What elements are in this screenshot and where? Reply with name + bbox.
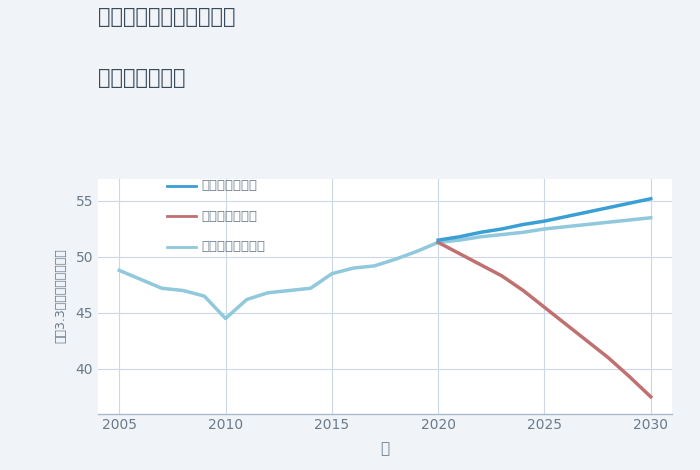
バッドシナリオ [477,262,485,267]
ノーマルシナリオ [647,215,655,220]
グッドシナリオ [455,234,463,240]
Text: グッドシナリオ: グッドシナリオ [202,179,258,192]
バッドシナリオ [519,288,527,293]
Text: 土地の価格推移: 土地の価格推移 [98,68,186,88]
グッドシナリオ [583,209,592,215]
ノーマルシナリオ [519,229,527,235]
ノーマルシナリオ [561,224,570,229]
バッドシナリオ [455,251,463,257]
グッドシナリオ [477,229,485,235]
X-axis label: 年: 年 [380,441,390,456]
Text: ノーマルシナリオ: ノーマルシナリオ [202,240,265,253]
ノーマルシナリオ [604,219,612,225]
バッドシナリオ [434,240,442,245]
ノーマルシナリオ [455,237,463,243]
バッドシナリオ [561,321,570,327]
ノーマルシナリオ [540,226,549,232]
グッドシナリオ [625,200,634,206]
バッドシナリオ [647,394,655,399]
グッドシナリオ [604,205,612,211]
グッドシナリオ [434,237,442,243]
バッドシナリオ [540,305,549,310]
グッドシナリオ [498,226,506,232]
ノーマルシナリオ [583,222,592,227]
ノーマルシナリオ [625,217,634,223]
Line: グッドシナリオ: グッドシナリオ [438,199,651,240]
グッドシナリオ [561,214,570,219]
ノーマルシナリオ [498,232,506,237]
Line: バッドシナリオ: バッドシナリオ [438,243,651,397]
Line: ノーマルシナリオ: ノーマルシナリオ [438,218,651,243]
Y-axis label: 坪（3.3㎡）単価（万円）: 坪（3.3㎡）単価（万円） [55,249,67,344]
Text: 愛知県みよし市三好丘の: 愛知県みよし市三好丘の [98,7,235,27]
バッドシナリオ [625,374,634,379]
ノーマルシナリオ [477,234,485,240]
ノーマルシナリオ [434,240,442,245]
グッドシナリオ [647,196,655,202]
バッドシナリオ [498,273,506,279]
グッドシナリオ [519,222,527,227]
Text: バッドシナリオ: バッドシナリオ [202,210,258,223]
グッドシナリオ [540,218,549,224]
バッドシナリオ [583,338,592,344]
バッドシナリオ [604,355,612,360]
